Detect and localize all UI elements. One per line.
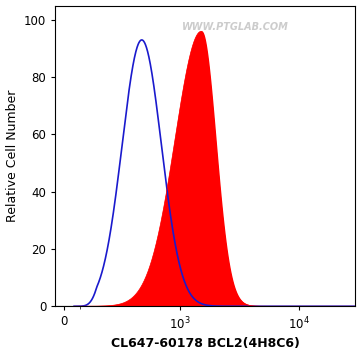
X-axis label: CL647-60178 BCL2(4H8C6): CL647-60178 BCL2(4H8C6) [111, 337, 300, 350]
Y-axis label: Relative Cell Number: Relative Cell Number [5, 90, 18, 222]
Text: WWW.PTGLAB.COM: WWW.PTGLAB.COM [182, 22, 289, 32]
